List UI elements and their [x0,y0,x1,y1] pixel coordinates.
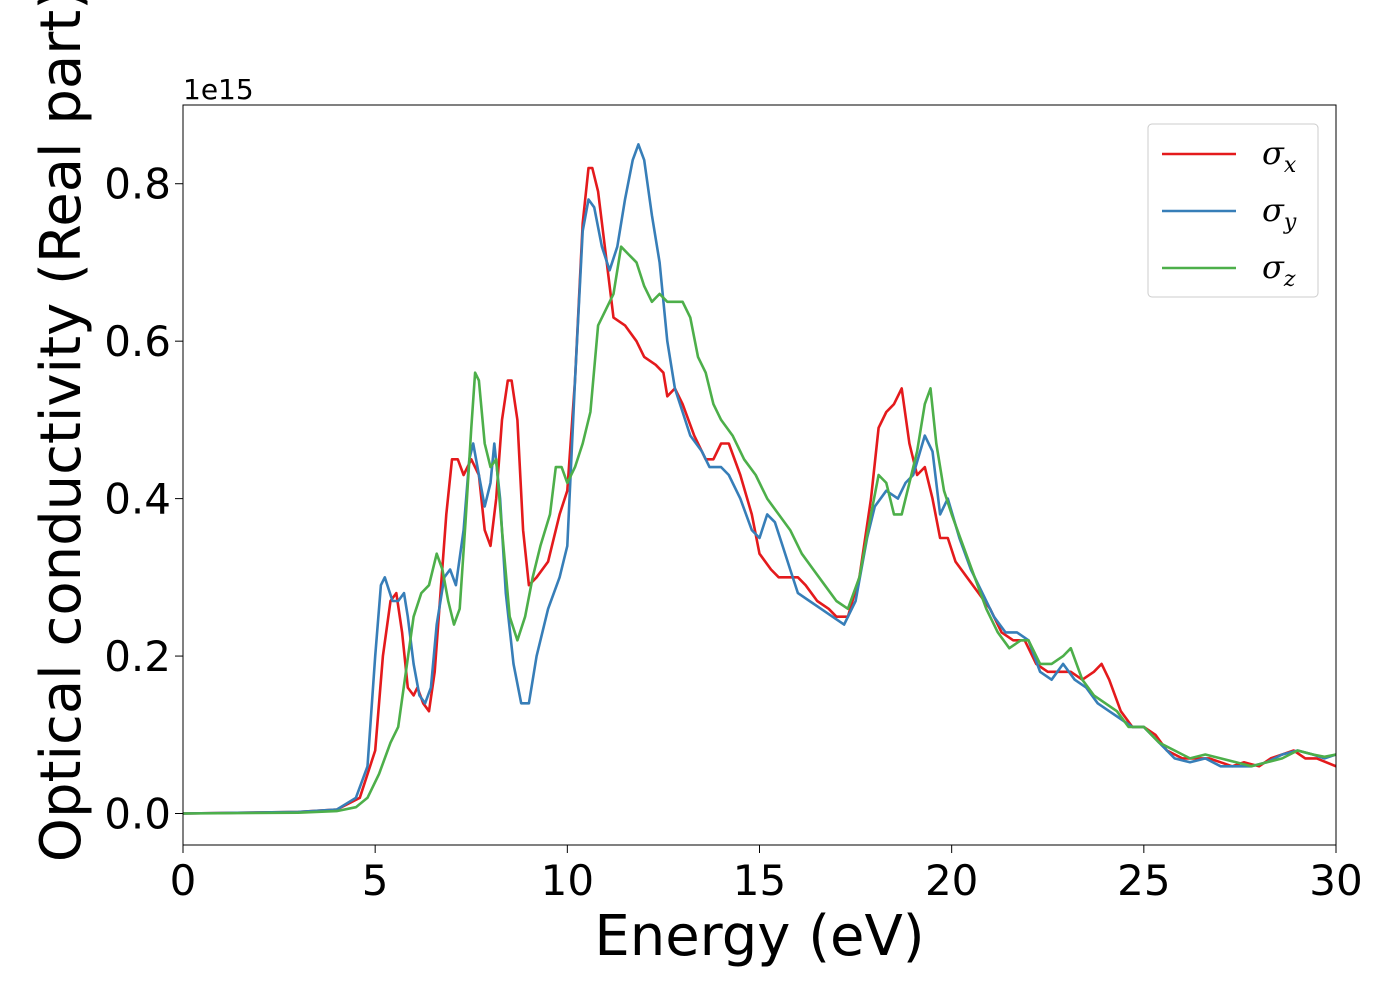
x-tick-label: 0 [170,856,197,905]
y-axis: 0.0 0.2 0.4 0.6 0.8 [104,160,183,839]
x-axis-title: Energy (eV) [594,904,924,969]
y-axis-title: Optical conductivity (Real part) [29,0,94,862]
y-tick-label: 0.6 [104,317,171,366]
x-tick-label: 5 [362,856,389,905]
y-offset-label: 1e15 [183,73,254,106]
legend-label-z: σz [1262,248,1296,292]
legend: σx σy σz [1147,123,1319,298]
x-tick-label: 20 [925,856,978,905]
plot-lines [183,143,1336,815]
series-line-y [183,143,1336,815]
series-line-x [183,166,1336,815]
series-line-z [183,245,1336,815]
y-tick-label: 0.0 [104,790,171,839]
x-axis: 0 5 10 15 20 25 30 [170,845,1363,905]
x-tick-label: 10 [541,856,594,905]
legend-label-x: σx [1262,134,1297,178]
x-tick-label: 25 [1117,856,1170,905]
y-tick-label: 0.4 [104,475,171,524]
x-tick-label: 15 [733,856,786,905]
x-tick-label: 30 [1309,856,1362,905]
y-tick-label: 0.8 [104,160,171,209]
y-tick-label: 0.2 [104,632,171,681]
legend-label-y: σy [1262,191,1297,235]
